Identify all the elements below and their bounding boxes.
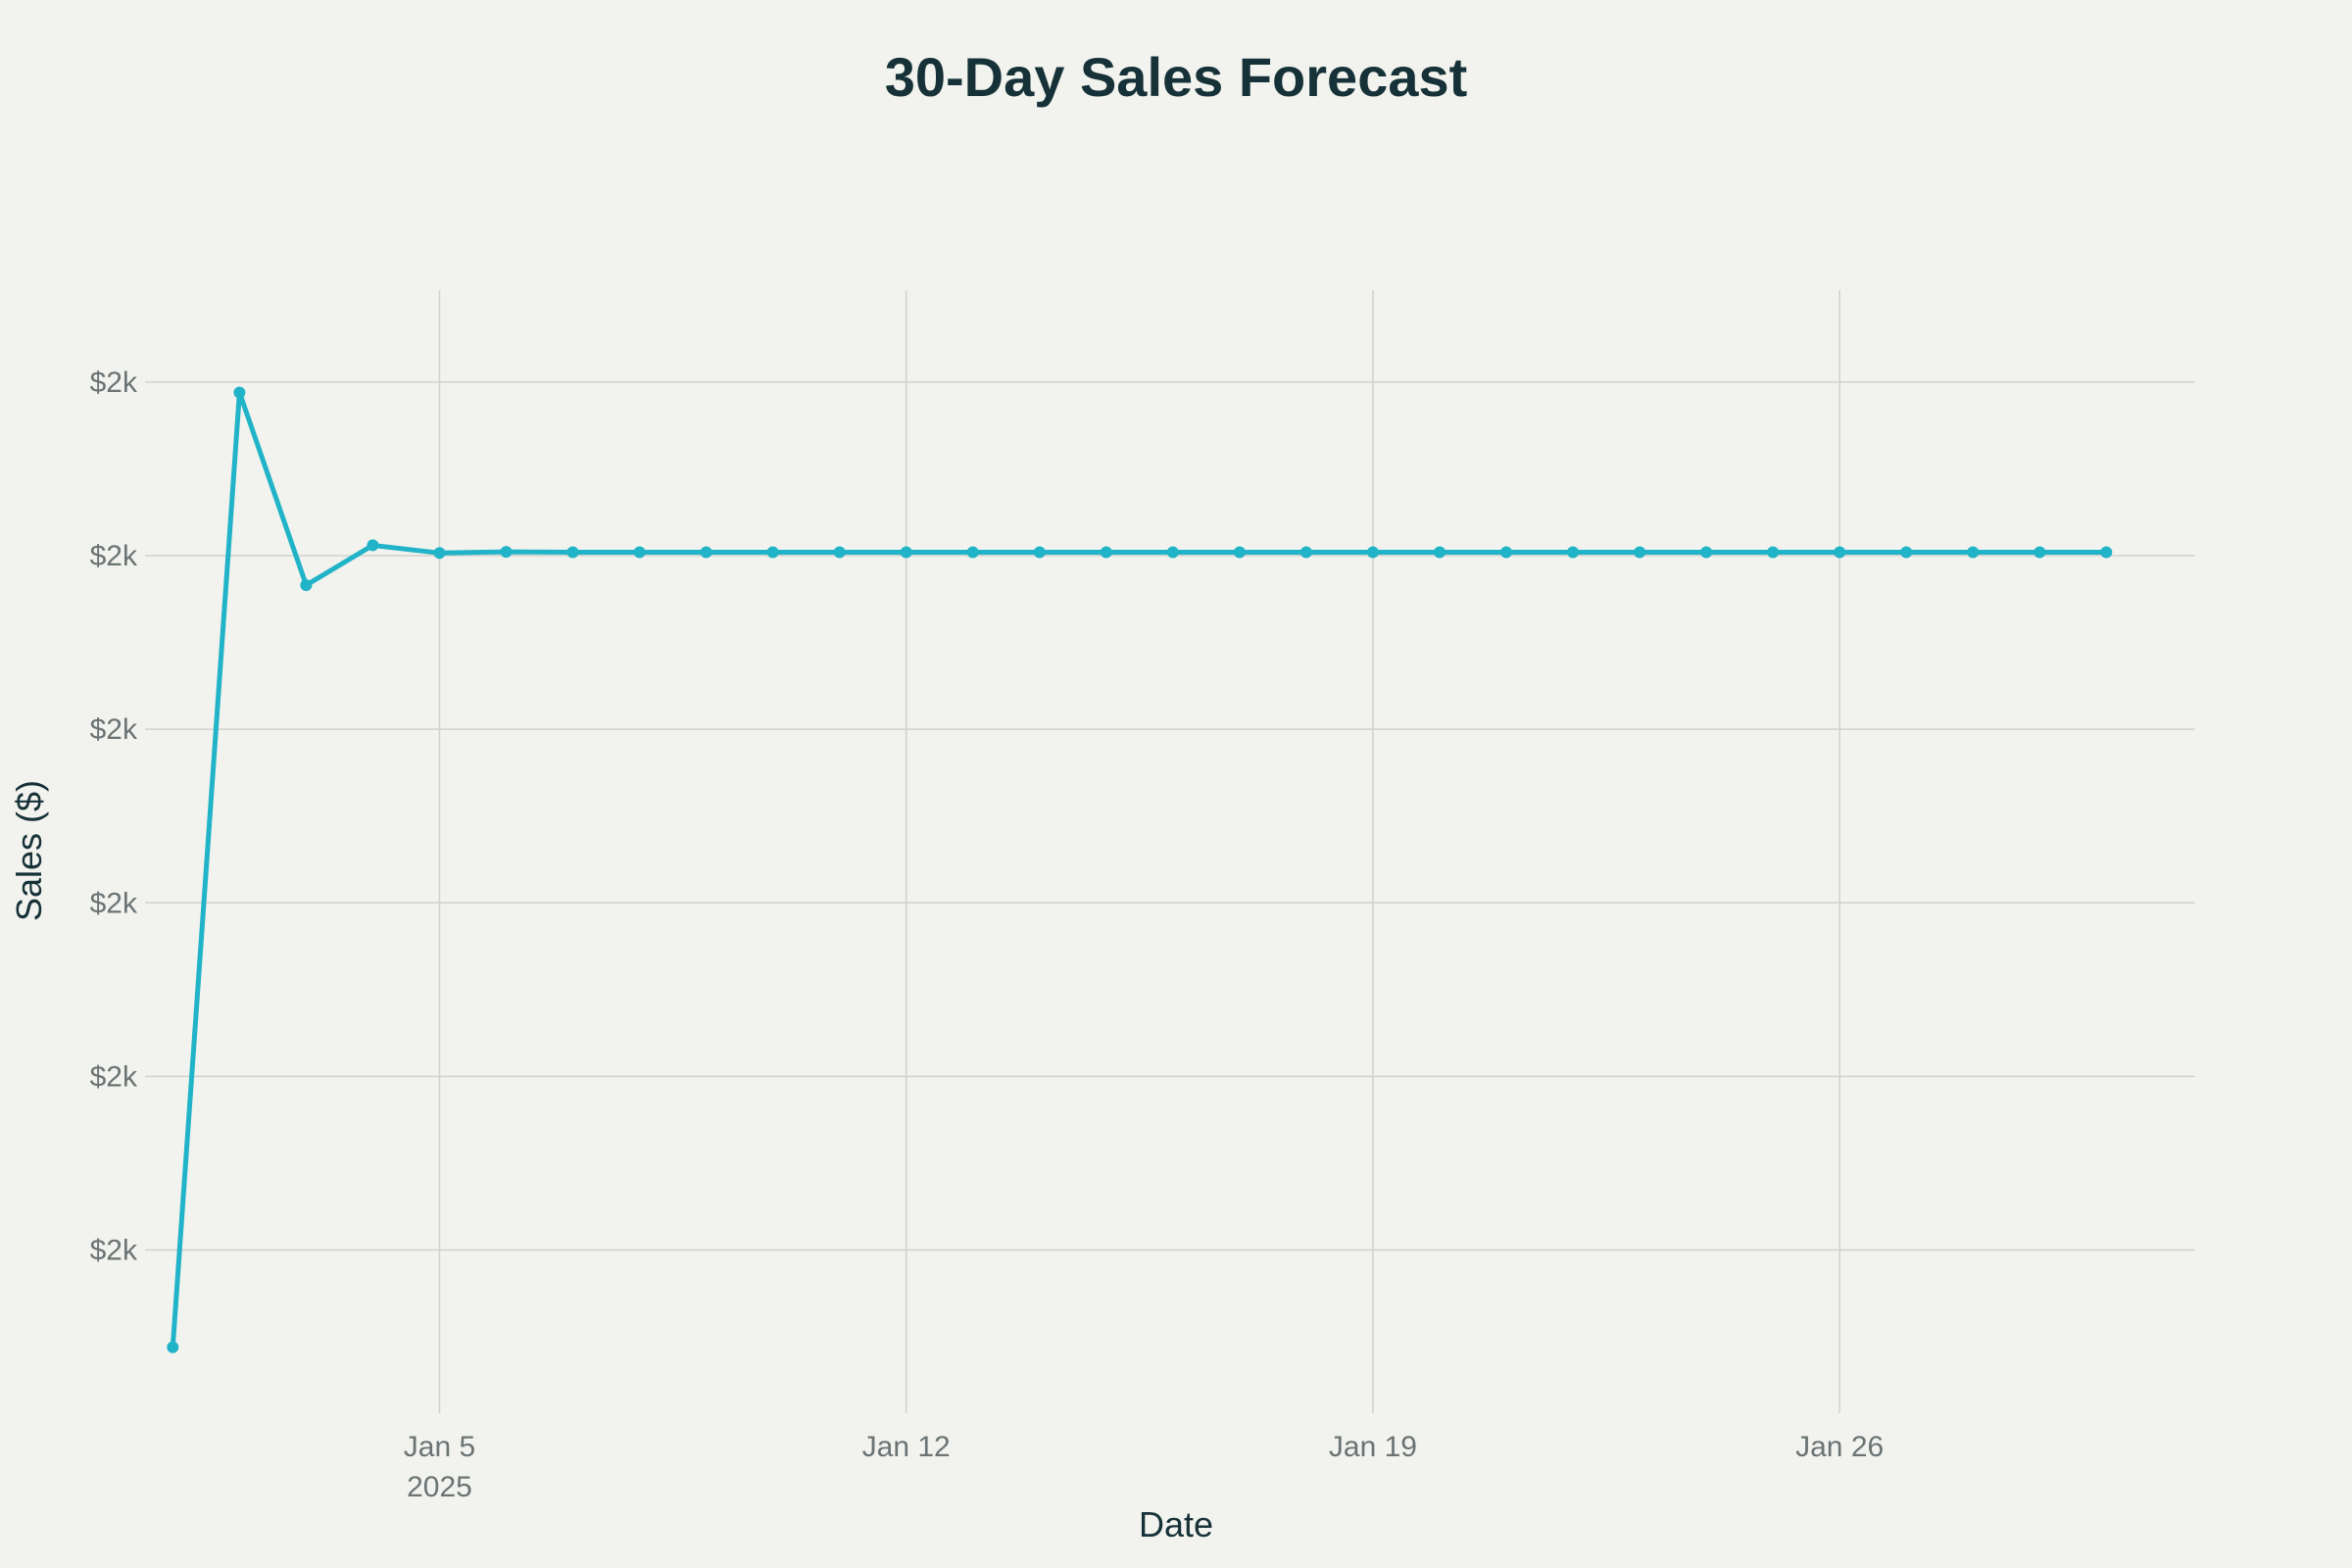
data-point <box>1567 546 1579 559</box>
data-point <box>1500 546 1512 559</box>
chart-title: 30-Day Sales Forecast <box>885 46 1468 108</box>
y-tick-label: $2k <box>90 887 138 919</box>
y-tick-label: $2k <box>90 1235 138 1267</box>
data-point <box>167 1341 179 1353</box>
data-point <box>233 386 246 399</box>
x-tick-sublabel: 2025 <box>407 1471 472 1503</box>
data-point <box>766 546 779 559</box>
data-point <box>1967 546 1980 559</box>
axis-ticks: $2k $2k $2k $2k $2k $2k Jan 5 2025 Jan 12 Jan 19 J… <box>90 367 1885 1503</box>
data-point <box>1033 546 1046 559</box>
data-point <box>1434 546 1446 559</box>
data-point <box>1834 546 1846 559</box>
y-tick-label: $2k <box>90 367 138 399</box>
data-point <box>566 546 579 559</box>
data-point <box>633 546 646 559</box>
data-point <box>367 539 379 552</box>
data-point <box>1900 546 1913 559</box>
data-point <box>1634 546 1646 559</box>
data-point <box>500 546 513 559</box>
data-point <box>1233 546 1246 559</box>
data-point <box>900 546 912 559</box>
data-point <box>2034 546 2046 559</box>
x-tick-label: Jan 26 <box>1795 1431 1884 1463</box>
data-point <box>966 546 979 559</box>
data-point <box>1166 546 1179 559</box>
x-tick-label: Jan 19 <box>1329 1431 1417 1463</box>
data-point <box>433 547 446 560</box>
y-tick-label: $2k <box>90 1060 138 1093</box>
y-tick-label: $2k <box>90 713 138 746</box>
series-line <box>170 390 2109 1350</box>
data-point <box>833 546 846 559</box>
y-tick-label: $2k <box>90 540 138 572</box>
x-tick-label: Jan 12 <box>862 1431 951 1463</box>
data-point <box>1767 546 1780 559</box>
data-point <box>1366 546 1379 559</box>
data-point <box>2100 546 2113 559</box>
x-tick-label: Jan 5 <box>404 1431 475 1463</box>
x-axis-title: Date <box>1139 1504 1213 1544</box>
data-point <box>700 546 712 559</box>
data-point <box>1700 546 1713 559</box>
grid <box>145 290 2195 1413</box>
data-point <box>1299 546 1312 559</box>
data-point <box>300 579 313 592</box>
y-axis-title: Sales ($) <box>9 780 49 921</box>
data-point <box>1100 546 1112 559</box>
series-layer <box>167 386 2113 1353</box>
